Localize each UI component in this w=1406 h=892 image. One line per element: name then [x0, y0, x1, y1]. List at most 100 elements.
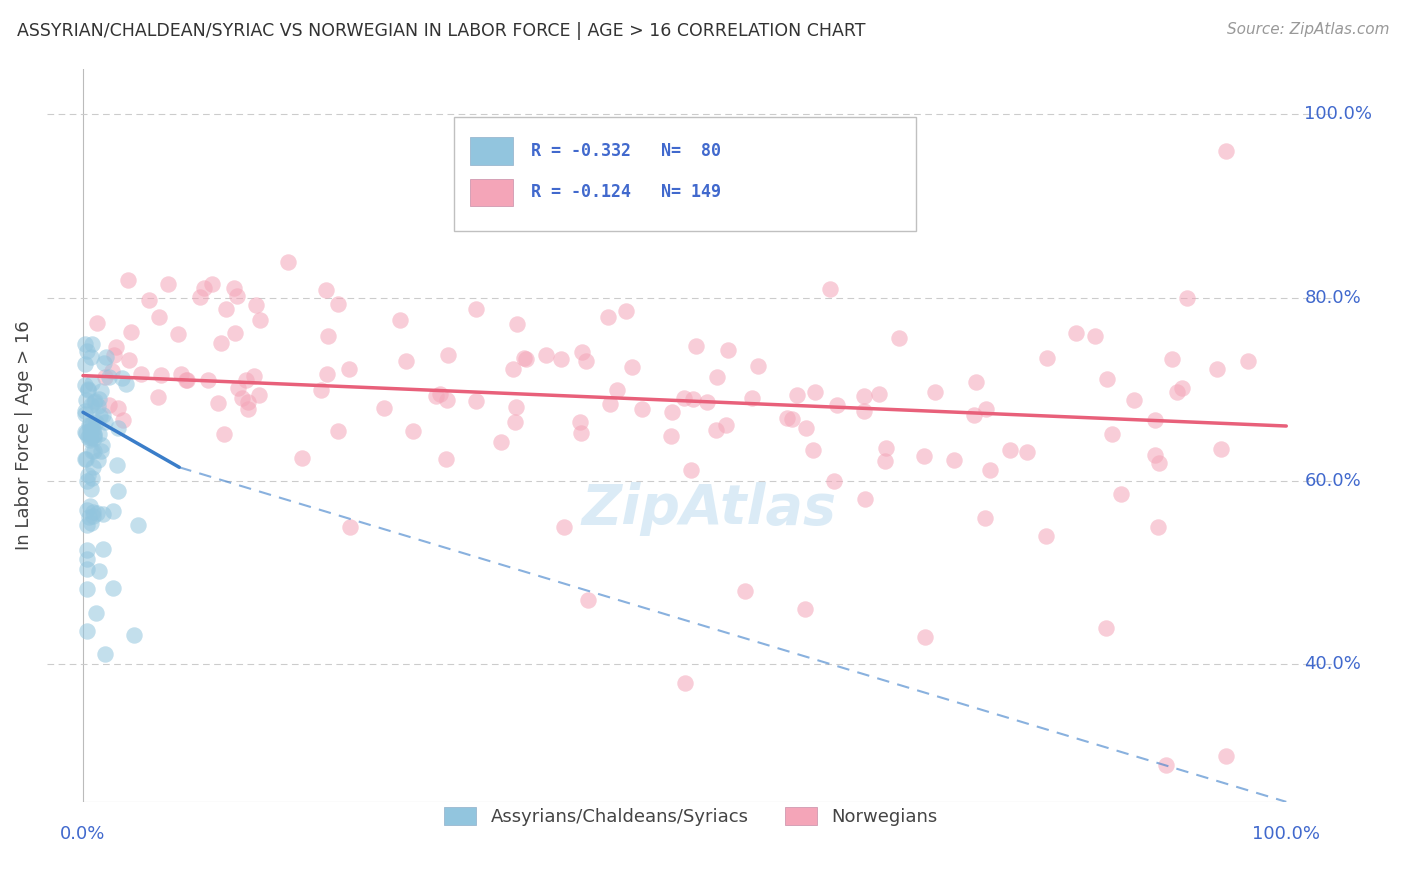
- Point: [1109, 486, 1132, 500]
- Point: [315, 367, 337, 381]
- Point: [852, 389, 875, 403]
- Point: [1205, 361, 1227, 376]
- Point: [76, 343, 98, 358]
- Point: [118, 353, 141, 368]
- Point: [77, 468, 100, 483]
- Point: [80, 351, 103, 365]
- Point: [1064, 326, 1087, 340]
- Point: [76, 474, 98, 488]
- Point: [339, 520, 361, 534]
- Point: [673, 675, 696, 690]
- Point: [91, 408, 114, 422]
- Point: [489, 434, 512, 449]
- Point: [394, 354, 416, 368]
- Point: [316, 328, 339, 343]
- Point: [76, 543, 98, 558]
- Point: [716, 343, 738, 357]
- Point: [803, 384, 825, 399]
- Point: [373, 401, 395, 415]
- Point: [103, 348, 125, 362]
- Point: [76, 624, 98, 638]
- Point: [80, 482, 103, 496]
- Point: [513, 351, 536, 365]
- Point: [84, 415, 107, 429]
- Point: [82, 422, 104, 436]
- Point: [747, 359, 769, 373]
- Point: [149, 368, 172, 382]
- Point: [534, 349, 557, 363]
- Point: [176, 373, 198, 387]
- Point: [91, 542, 114, 557]
- Point: [1123, 393, 1146, 408]
- Point: [576, 593, 599, 607]
- Point: [79, 431, 101, 445]
- Text: 100.0%: 100.0%: [1253, 825, 1320, 843]
- Point: [75, 407, 97, 421]
- Point: [115, 376, 138, 391]
- Point: [86, 606, 108, 620]
- Point: [291, 451, 314, 466]
- Point: [80, 398, 103, 412]
- Point: [86, 506, 108, 520]
- Point: [914, 630, 936, 644]
- Point: [965, 376, 987, 390]
- Point: [429, 386, 451, 401]
- Point: [974, 402, 997, 417]
- Point: [823, 474, 845, 488]
- Point: [224, 326, 246, 340]
- Text: Source: ZipAtlas.com: Source: ZipAtlas.com: [1226, 22, 1389, 37]
- Point: [98, 370, 121, 384]
- Point: [1095, 372, 1118, 386]
- Point: [659, 429, 682, 443]
- Point: [912, 449, 935, 463]
- Point: [138, 293, 160, 307]
- Point: [425, 389, 447, 403]
- Point: [571, 345, 593, 359]
- Point: [553, 520, 575, 534]
- Point: [868, 387, 890, 401]
- Point: [998, 443, 1021, 458]
- Point: [243, 368, 266, 383]
- Point: [309, 383, 332, 397]
- Point: [122, 628, 145, 642]
- Point: [193, 281, 215, 295]
- Point: [515, 352, 537, 367]
- Point: [235, 373, 257, 387]
- Text: 100.0%: 100.0%: [1305, 105, 1372, 123]
- Bar: [471, 178, 513, 206]
- Point: [706, 369, 728, 384]
- Point: [111, 413, 134, 427]
- Point: [89, 409, 111, 424]
- Point: [77, 509, 100, 524]
- Point: [111, 370, 134, 384]
- Point: [79, 428, 101, 442]
- Point: [93, 647, 115, 661]
- Point: [506, 318, 529, 332]
- Point: [188, 290, 211, 304]
- Point: [685, 339, 707, 353]
- Text: ZipAtlas: ZipAtlas: [581, 482, 837, 535]
- Point: [94, 415, 117, 429]
- Point: [120, 326, 142, 340]
- Text: 40.0%: 40.0%: [1305, 656, 1361, 673]
- Point: [93, 356, 115, 370]
- Point: [105, 340, 128, 354]
- Point: [679, 463, 702, 477]
- Point: [75, 336, 97, 351]
- Point: [236, 395, 259, 409]
- Point: [76, 383, 98, 397]
- Point: [84, 394, 107, 409]
- Point: [211, 335, 233, 350]
- Point: [86, 399, 108, 413]
- Point: [76, 518, 98, 533]
- Point: [962, 408, 984, 422]
- Point: [174, 373, 197, 387]
- Point: [80, 336, 103, 351]
- Point: [167, 327, 190, 342]
- Point: [75, 426, 97, 441]
- Point: [734, 584, 756, 599]
- Point: [875, 441, 897, 455]
- Point: [75, 357, 97, 371]
- Point: [1209, 442, 1232, 457]
- Point: [101, 504, 124, 518]
